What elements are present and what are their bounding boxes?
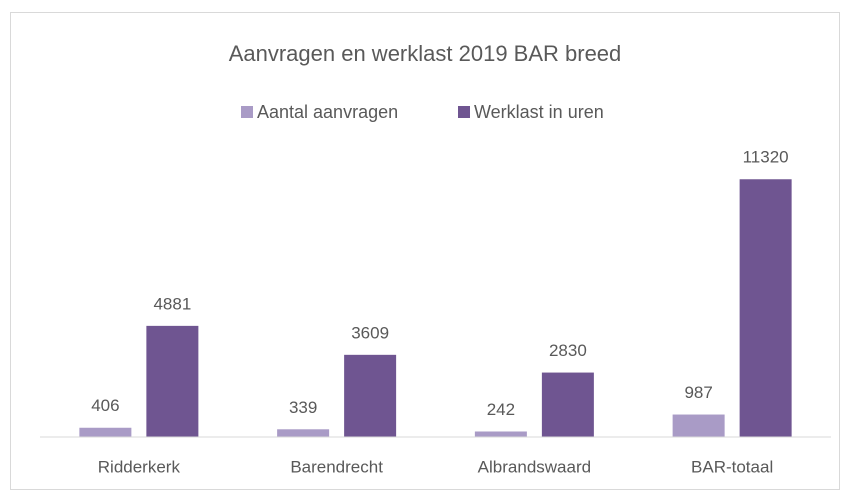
- data-label: 3609: [351, 323, 389, 342]
- chart-title: Aanvragen en werklast 2019 BAR breed: [229, 41, 622, 66]
- x-tick-label: Ridderkerk: [98, 457, 181, 476]
- legend-swatch: [241, 106, 253, 118]
- data-label: 406: [91, 396, 119, 415]
- legend-swatch: [458, 106, 470, 118]
- bar: [672, 414, 725, 437]
- legend-label: Werklast in uren: [474, 102, 604, 122]
- bar: [79, 427, 132, 437]
- x-tick-label: BAR-totaal: [691, 457, 773, 476]
- bar: [146, 325, 199, 437]
- bar: [739, 179, 792, 437]
- x-tick-label: Barendrecht: [290, 457, 383, 476]
- bar: [344, 354, 397, 437]
- data-label: 2830: [549, 341, 587, 360]
- x-tick-label: Albrandswaard: [478, 457, 591, 476]
- data-label: 987: [684, 383, 712, 402]
- data-label: 242: [487, 400, 515, 419]
- bar: [277, 429, 330, 437]
- legend-label: Aantal aanvragen: [257, 102, 398, 122]
- bar: [474, 431, 527, 437]
- data-label: 11320: [743, 148, 789, 167]
- data-label: 4881: [153, 294, 191, 313]
- bar: [541, 372, 594, 437]
- data-label: 339: [289, 398, 317, 417]
